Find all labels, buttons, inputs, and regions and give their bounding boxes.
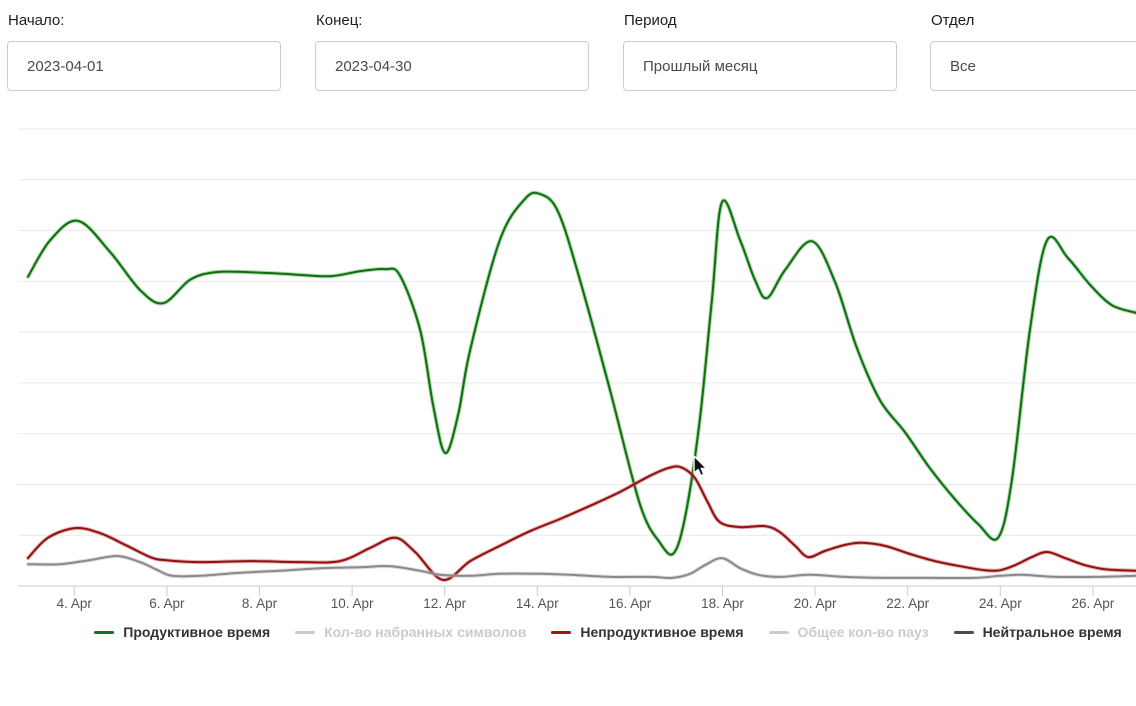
svg-text:10. Apr: 10. Apr xyxy=(331,596,374,611)
legend-swatch-productive-time xyxy=(94,630,115,634)
svg-text:12. Apr: 12. Apr xyxy=(423,596,466,611)
svg-text:6. Apr: 6. Apr xyxy=(149,596,185,611)
start-date-label: Начало: xyxy=(8,12,65,29)
filter-group-period: Период xyxy=(623,12,897,91)
legend-label-typed-characters: Кол-во набранных символов xyxy=(324,624,527,640)
end-date-input[interactable] xyxy=(315,41,589,91)
legend-swatch-neutral-time xyxy=(953,630,974,634)
legend-item-unproductive-time[interactable]: Непродуктивное время xyxy=(551,624,744,640)
svg-text:22. Apr: 22. Apr xyxy=(886,596,929,611)
legend-swatch-unproductive-time xyxy=(551,630,572,634)
start-date-input[interactable] xyxy=(7,41,281,91)
legend-label-productive-time: Продуктивное время xyxy=(123,624,271,640)
svg-text:20. Apr: 20. Apr xyxy=(794,596,837,611)
svg-text:24. Apr: 24. Apr xyxy=(979,596,1022,611)
legend-item-typed-characters[interactable]: Кол-во набранных символов xyxy=(295,624,526,640)
legend-item-total-pauses[interactable]: Общее кол-во пауз xyxy=(768,624,929,640)
filter-group-end: Конец: xyxy=(315,12,589,91)
department-label: Отдел xyxy=(931,12,975,29)
legend-label-neutral-time: Нейтральное время xyxy=(982,624,1122,640)
legend-swatch-typed-characters xyxy=(295,630,316,634)
legend-item-neutral-time[interactable]: Нейтральное время xyxy=(953,624,1122,640)
legend-label-total-pauses: Общее кол-во пауз xyxy=(797,624,929,640)
filter-group-department: Отдел xyxy=(930,12,1136,91)
period-label: Период xyxy=(624,12,677,29)
chart-legend: Продуктивное время Кол-во набранных симв… xyxy=(0,624,1136,640)
end-date-label: Конец: xyxy=(316,12,363,29)
legend-swatch-total-pauses xyxy=(768,630,789,634)
department-select[interactable] xyxy=(930,41,1136,91)
svg-text:4. Apr: 4. Apr xyxy=(57,596,93,611)
svg-text:8. Apr: 8. Apr xyxy=(242,596,278,611)
legend-label-unproductive-time: Непродуктивное время xyxy=(580,624,744,640)
svg-text:14. Apr: 14. Apr xyxy=(516,596,559,611)
svg-text:18. Apr: 18. Apr xyxy=(701,596,744,611)
period-select[interactable] xyxy=(623,41,897,91)
svg-text:26. Apr: 26. Apr xyxy=(1072,596,1115,611)
time-tracking-line-chart: 4. Apr 6. Apr 8. Apr 10. Apr 12. Apr 14. Apr 1… xyxy=(18,128,1136,611)
svg-text:16. Apr: 16. Apr xyxy=(609,596,652,611)
filter-group-start: Начало: xyxy=(7,12,281,91)
legend-item-productive-time[interactable]: Продуктивное время xyxy=(94,624,270,640)
